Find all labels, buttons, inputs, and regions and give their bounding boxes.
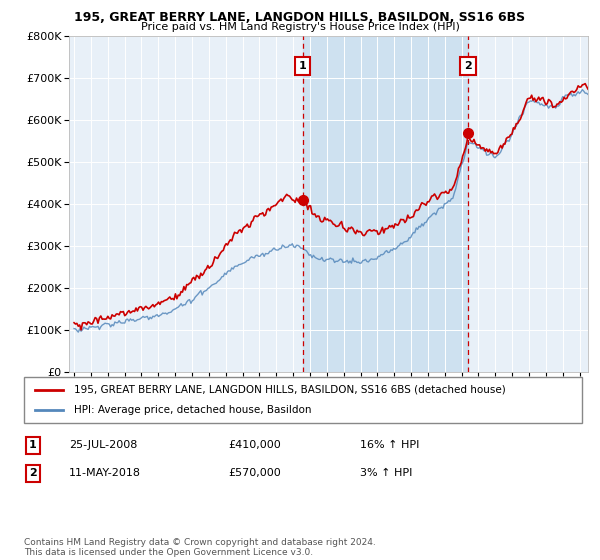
Text: 16% ↑ HPI: 16% ↑ HPI xyxy=(360,440,419,450)
Text: £410,000: £410,000 xyxy=(228,440,281,450)
Text: Price paid vs. HM Land Registry's House Price Index (HPI): Price paid vs. HM Land Registry's House … xyxy=(140,22,460,32)
Text: 1: 1 xyxy=(299,61,307,71)
FancyBboxPatch shape xyxy=(24,377,582,423)
Text: Contains HM Land Registry data © Crown copyright and database right 2024.
This d: Contains HM Land Registry data © Crown c… xyxy=(24,538,376,557)
Text: 2: 2 xyxy=(464,61,472,71)
Bar xyxy=(303,36,468,372)
Text: 195, GREAT BERRY LANE, LANGDON HILLS, BASILDON, SS16 6BS (detached house): 195, GREAT BERRY LANE, LANGDON HILLS, BA… xyxy=(74,385,506,395)
Text: HPI: Average price, detached house, Basildon: HPI: Average price, detached house, Basi… xyxy=(74,405,312,415)
Text: 3% ↑ HPI: 3% ↑ HPI xyxy=(360,468,412,478)
Text: 11-MAY-2018: 11-MAY-2018 xyxy=(69,468,141,478)
Text: 195, GREAT BERRY LANE, LANGDON HILLS, BASILDON, SS16 6BS: 195, GREAT BERRY LANE, LANGDON HILLS, BA… xyxy=(74,11,526,24)
Text: £570,000: £570,000 xyxy=(228,468,281,478)
Text: 1: 1 xyxy=(29,440,37,450)
Text: 2: 2 xyxy=(29,468,37,478)
Text: 25-JUL-2008: 25-JUL-2008 xyxy=(69,440,137,450)
